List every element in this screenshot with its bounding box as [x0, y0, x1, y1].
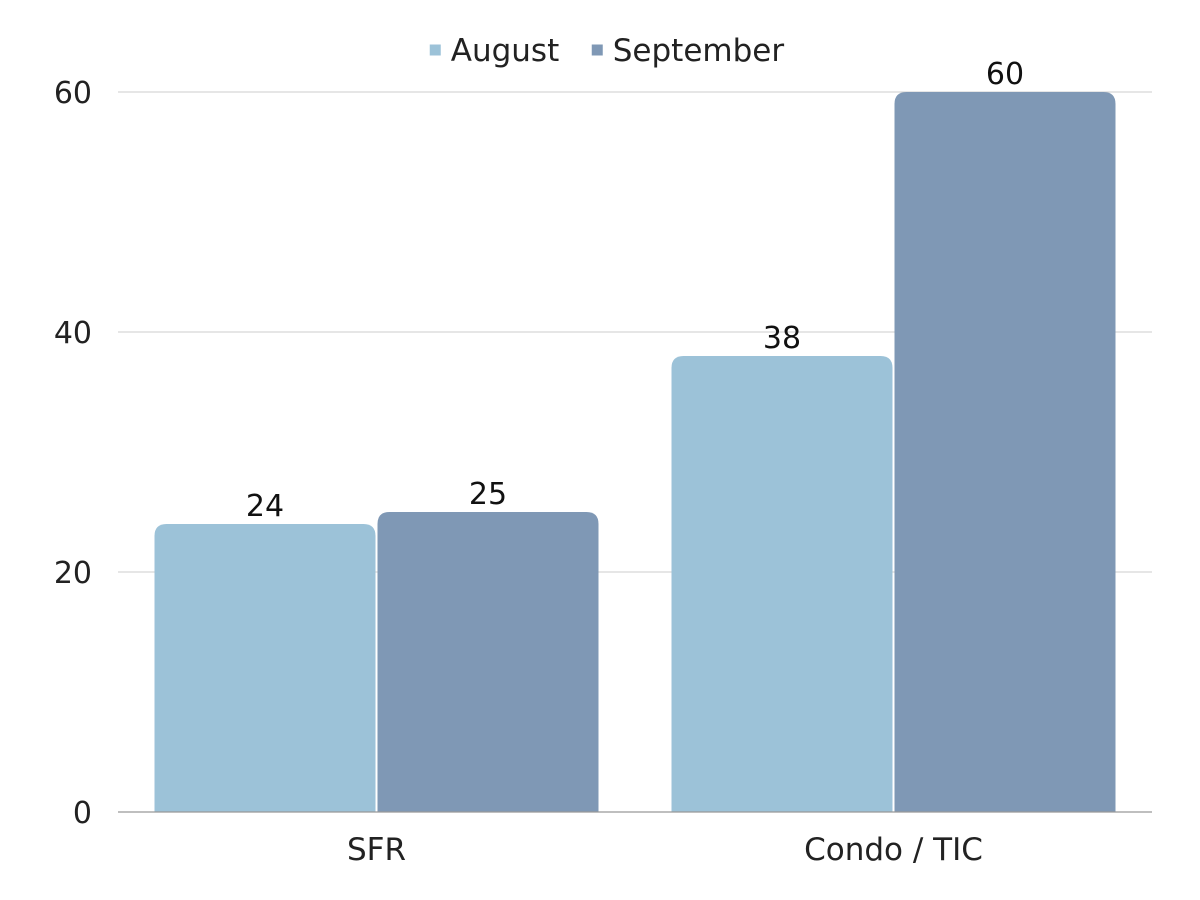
bar-condo-tic-august — [671, 356, 893, 812]
legend-swatch-august — [429, 44, 441, 56]
data-label-sfr-september: 25 — [469, 477, 507, 512]
y-tick-label-60: 60 — [54, 76, 92, 111]
y-tick-label-0: 0 — [73, 796, 92, 831]
y-tick-label-20: 20 — [54, 556, 92, 591]
data-label-sfr-august: 24 — [246, 489, 284, 524]
bar-sfr-august — [154, 524, 376, 812]
legend-label-august: August — [451, 33, 560, 69]
y-tick-label-40: 40 — [54, 316, 92, 351]
bar-condo-tic-september — [894, 92, 1116, 812]
x-tick-label-condo-tic: Condo / TIC — [804, 832, 983, 868]
data-labels: 24 25 38 60 — [246, 57, 1024, 524]
data-label-condo-tic-september: 60 — [986, 57, 1024, 92]
x-tick-label-sfr: SFR — [347, 832, 406, 868]
legend-swatch-september — [591, 44, 603, 56]
axes: 0 20 40 60 SFR Condo / TIC — [54, 76, 1152, 868]
bars — [154, 92, 1116, 812]
bar-sfr-september — [377, 512, 599, 812]
legend-label-september: September — [613, 33, 785, 69]
data-label-condo-tic-august: 38 — [763, 321, 801, 356]
legend: August September — [429, 33, 785, 69]
